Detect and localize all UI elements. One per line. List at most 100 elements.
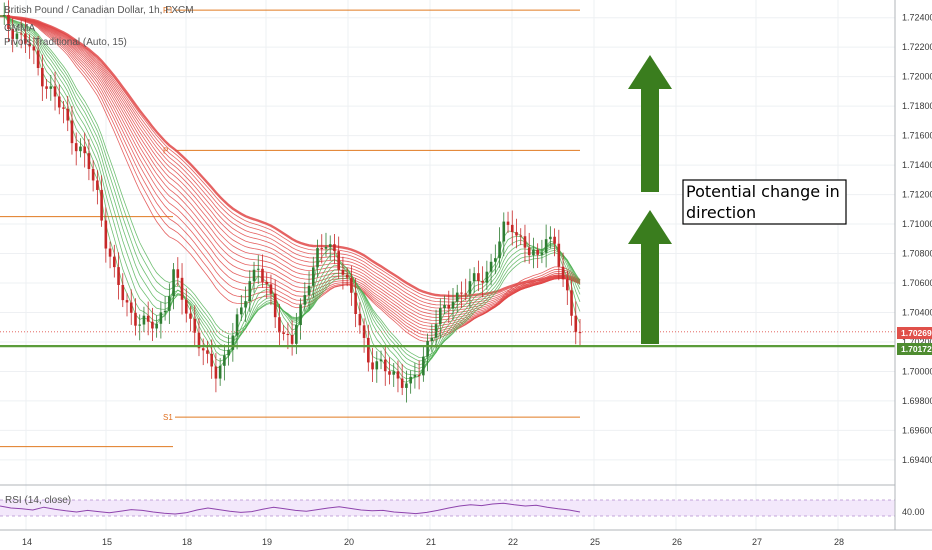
candle-body [506,221,510,225]
candle-body [324,246,328,249]
candle-body [214,366,218,379]
gmma-long-line [0,15,581,318]
candle-body [7,14,10,30]
candle-body [176,269,180,278]
candle-body [96,180,99,190]
candle-body [2,14,6,17]
candle-body [180,277,184,300]
candle-body [455,292,459,302]
candle-body [108,248,112,257]
gmma-long-line [0,15,581,327]
candle-body [426,341,429,357]
candle-body [345,274,349,278]
candle-body [438,308,442,325]
candle-body [553,236,556,244]
candle-body [532,249,535,256]
candle-body [244,301,247,308]
candle-body [19,33,23,35]
candle-body [117,267,120,285]
candle-body [100,189,103,221]
x-tick-label: 15 [102,537,112,547]
rsi-line [0,502,581,515]
candle-body [388,371,391,375]
candle-body [481,280,484,283]
pivot-label: S1 [163,413,173,422]
y-tick-label: 1.71400 [902,160,932,170]
candle-body [527,247,531,256]
candle-body [578,332,582,334]
pivot-lines: R1 P S1 [0,6,580,448]
x-tick-label: 26 [672,537,682,547]
candle-body [341,269,345,275]
y-tick-label: 1.72200 [902,42,932,52]
candle-body [494,258,497,262]
candle-body [468,281,472,294]
candle-body [261,268,264,282]
y-tick-label: 1.70600 [902,278,932,288]
x-tick-label: 18 [182,537,192,547]
pivot-label: P [163,146,168,155]
candle-body [311,267,315,286]
candle-body [303,295,307,305]
candle-body [53,86,57,97]
support-price-label: 1.70172 [901,344,932,354]
candle-body [523,236,527,248]
candle-body [477,273,480,281]
candle-body [125,300,129,303]
candle-body [333,244,336,252]
arrow-lower [628,210,672,344]
y-tick-label: 1.72400 [902,13,932,23]
candle-body [536,249,539,255]
gmma-long-line [0,15,581,309]
gmma-short-line [0,15,581,383]
candle-body [485,271,489,283]
gmma-long-line [0,15,581,315]
rsi-label: RSI (14, close) [5,495,71,506]
y-tick-label: 1.72000 [902,72,932,82]
gmma-short-line [0,15,581,362]
candle-body [32,46,36,51]
annotation-line-1: Potential change in [686,182,840,201]
annotation-line-2: direction [686,203,756,222]
y-tick-label: 1.69600 [902,425,932,435]
candle-body [231,335,235,350]
gmma-short-line [0,15,581,369]
candle-body [375,361,379,370]
current-price-tag [897,327,932,339]
legend: British Pound / Canadian Dollar, 1h, FXC… [4,5,194,506]
y-tick-label: 1.71800 [902,101,932,111]
candle-body [570,290,573,316]
candle-body [24,33,27,44]
legend-pivots: Pivots Traditional (Auto, 15) [4,37,127,48]
candle-body [87,153,91,169]
current-price-label: 1.70269 [901,328,932,338]
candle-body [146,315,150,322]
candle-body [172,269,175,297]
candle-body [36,50,40,69]
price-tags: 1.70269 1.70172 [897,327,932,355]
candle-body [223,355,226,366]
candle-body [163,310,167,313]
gmma-long-line [0,15,581,324]
gmma-ribbons [0,15,581,383]
candle-body [417,375,421,377]
candle-body [565,279,569,291]
candle-body [498,241,501,259]
candle-body [91,168,95,181]
candle-body [430,337,434,342]
candle-body [159,312,163,324]
candle-body [451,301,455,309]
candle-body [354,292,357,314]
x-tick-label: 20 [344,537,354,547]
gmma-long-line [0,15,581,298]
gmma-long-line [0,15,581,321]
candle-body [201,348,205,351]
candle-body [197,332,201,349]
candle-body [62,107,65,109]
candle-body [396,371,400,379]
candle-body [151,321,154,329]
y-tick-label: 1.69400 [902,455,932,465]
legend-gmma: GMMA [4,23,35,34]
